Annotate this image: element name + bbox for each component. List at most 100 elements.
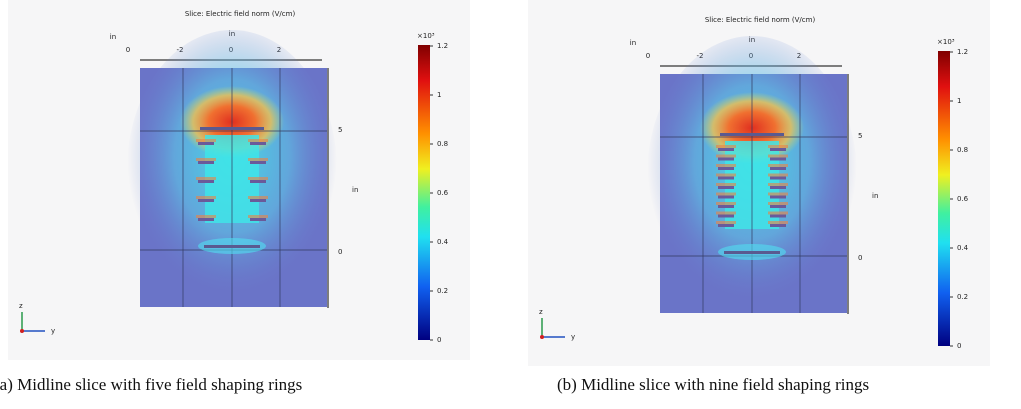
colorbar-tick-label: 0.8	[957, 146, 968, 154]
ring-glow	[248, 177, 268, 180]
colorbar	[418, 45, 430, 340]
top-plate	[200, 127, 264, 130]
ring-glow	[768, 183, 788, 186]
ring	[250, 180, 266, 183]
ring-glow	[716, 221, 736, 224]
colorbar	[938, 51, 950, 346]
ring-glow	[248, 158, 268, 161]
ring-glow	[716, 192, 736, 196]
ring-glow	[248, 139, 268, 142]
ring	[198, 180, 214, 183]
colorbar-tick-label: 0.2	[957, 293, 968, 301]
colorbar-multiplier: ×10³	[417, 32, 435, 40]
ring	[718, 205, 734, 208]
caption: (a) Midline slice with five field shapin…	[0, 375, 302, 394]
colorbar-tick-label: 0.8	[437, 140, 448, 148]
ring	[770, 186, 786, 189]
panel: Slice: Electric field norm (V/cm)inin0-2…	[528, 0, 990, 366]
bottom-plate	[204, 245, 260, 248]
ring-glow	[196, 215, 216, 218]
colorbar-tick-label: 0.6	[957, 195, 969, 203]
triad-y-label: y	[571, 333, 575, 341]
ring-glow	[768, 154, 788, 158]
triad-y-label: y	[51, 327, 55, 335]
ring	[718, 157, 734, 161]
ring	[770, 214, 786, 218]
ring-glow	[768, 173, 788, 177]
ring-glow	[716, 202, 736, 205]
ring-glow	[716, 211, 736, 215]
ring	[198, 142, 214, 145]
ring-glow	[716, 154, 736, 158]
ring	[250, 218, 266, 221]
left-unit: in	[630, 39, 636, 47]
ring	[718, 148, 734, 151]
colorbar-tick-label: 1	[957, 97, 961, 105]
colorbar-tick-label: 0	[437, 336, 441, 344]
triad-z-label: z	[19, 302, 23, 310]
colorbar-tick-label: 0.4	[437, 238, 449, 246]
ring-glow	[716, 183, 736, 186]
ring	[718, 176, 734, 180]
ring-glow	[196, 139, 216, 142]
ring	[718, 195, 734, 199]
ring	[770, 176, 786, 180]
right-tick-label: 5	[338, 126, 342, 134]
triad-origin	[540, 335, 544, 339]
plot-title: Slice: Electric field norm (V/cm)	[705, 16, 816, 24]
colorbar-tick-label: 1.2	[437, 42, 448, 50]
ring	[198, 199, 214, 202]
bottom-plate	[724, 251, 780, 254]
left-unit: in	[110, 33, 116, 41]
ring	[198, 218, 214, 221]
ring	[250, 142, 266, 145]
triad-z-label: z	[539, 308, 543, 316]
caption: (b) Midline slice with nine field shapin…	[557, 375, 869, 394]
plot-title: Slice: Electric field norm (V/cm)	[185, 10, 296, 18]
ring-glow	[768, 202, 788, 205]
right-tick-label: 0	[338, 248, 342, 256]
ring	[718, 214, 734, 218]
colorbar-tick-label: 0.2	[437, 287, 448, 295]
ring	[770, 148, 786, 151]
ring	[718, 167, 734, 170]
ring	[770, 224, 786, 227]
colorbar-tick-label: 0	[957, 342, 961, 350]
ring-glow	[248, 196, 268, 199]
ring-glow	[768, 145, 788, 148]
ring	[250, 161, 266, 164]
top-tick-label: 0	[126, 46, 130, 54]
right-tick-label: 0	[858, 254, 862, 262]
colorbar-tick-label: 1	[437, 91, 441, 99]
ring-glow	[768, 192, 788, 196]
ring-glow	[716, 173, 736, 177]
ring	[198, 161, 214, 164]
ring	[718, 224, 734, 227]
top-plate	[720, 133, 784, 136]
ring	[770, 205, 786, 208]
ring	[770, 157, 786, 161]
top-tick-label: 0	[646, 52, 650, 60]
colorbar-tick-label: 0.6	[437, 189, 449, 197]
ring	[718, 186, 734, 189]
ring-glow	[768, 221, 788, 224]
ring-glow	[196, 158, 216, 161]
triad-origin	[20, 329, 24, 333]
ring	[770, 195, 786, 199]
colorbar-tick-label: 1.2	[957, 48, 968, 56]
ring	[770, 167, 786, 170]
ring-glow	[248, 215, 268, 218]
ring-glow	[196, 177, 216, 180]
ring-glow	[716, 164, 736, 167]
right-tick-label: 5	[858, 132, 862, 140]
right-axis-unit: in	[872, 192, 878, 200]
ring-glow	[768, 164, 788, 167]
ring-glow	[716, 145, 736, 148]
ring	[250, 199, 266, 202]
ring-glow	[768, 211, 788, 215]
ring-glow	[196, 196, 216, 199]
colorbar-multiplier: ×10³	[937, 38, 955, 46]
panel: Slice: Electric field norm (V/cm)inin0-2…	[8, 0, 470, 360]
colorbar-tick-label: 0.4	[957, 244, 969, 252]
